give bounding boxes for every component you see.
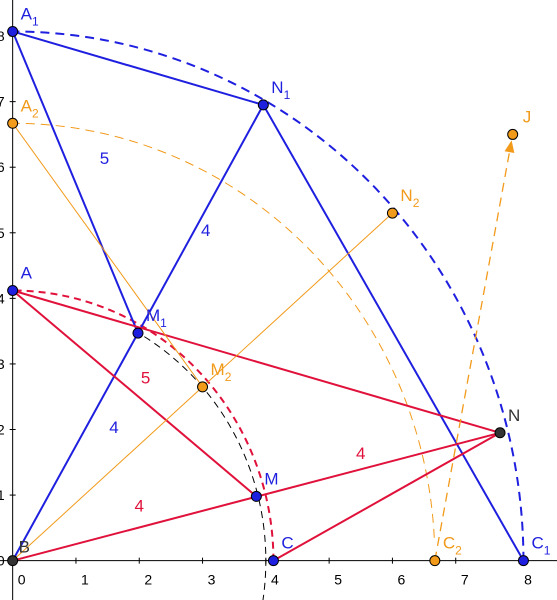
label-a: A	[21, 263, 33, 282]
segment-c-n	[272, 431, 501, 562]
label-name: M	[264, 469, 278, 488]
x-tick-label: 6	[398, 572, 406, 588]
label-m: M	[264, 469, 278, 488]
length-label: 4	[356, 444, 365, 463]
length-label: 4	[109, 418, 118, 437]
label-subscript: 2	[32, 106, 39, 120]
label-name: C	[531, 534, 543, 553]
x-tick-label: 0	[18, 572, 26, 588]
segment-a-m	[12, 289, 257, 498]
label-name: A	[21, 96, 33, 115]
label-c1: C1	[531, 534, 550, 558]
segment-a-n	[12, 289, 501, 434]
label-a2: A2	[21, 96, 39, 120]
x-tick-label: 2	[144, 572, 152, 588]
point-a2	[7, 117, 19, 129]
x-tick-label: 4	[271, 572, 279, 588]
label-j: J	[523, 107, 532, 126]
segment-a1-n1	[12, 30, 264, 106]
arc-grey	[138, 333, 267, 600]
segment-m1-n1	[137, 104, 265, 334]
label-m1: M1	[146, 306, 167, 330]
label-b: B	[19, 538, 30, 557]
label-name: J	[523, 107, 532, 126]
length-label: 5	[100, 149, 109, 168]
rotation-arrow	[434, 140, 515, 561]
y-tick-label: 6	[0, 159, 5, 175]
arrow-shaft	[434, 148, 511, 561]
label-n1: N1	[271, 78, 290, 102]
point-b	[7, 555, 19, 567]
label-subscript: 1	[544, 544, 551, 558]
arrow-head	[504, 140, 515, 154]
label-name: C	[443, 534, 455, 553]
x-tick-label: 7	[461, 572, 469, 588]
label-m2: M2	[211, 360, 232, 384]
point-m	[250, 490, 262, 502]
y-tick-label: 1	[0, 487, 5, 503]
label-subscript: 2	[413, 196, 420, 210]
origin-label: 0	[0, 553, 5, 569]
x-tick-label: 8	[524, 572, 532, 588]
label-subscript: 2	[225, 370, 232, 384]
point-c2	[429, 555, 441, 567]
label-subscript: 1	[32, 14, 39, 28]
segment-a2-m2	[12, 122, 203, 388]
label-name: A	[21, 263, 33, 282]
point-n2	[386, 207, 398, 219]
x-tick-label: 5	[334, 572, 342, 588]
label-subscript: 1	[160, 316, 167, 330]
y-tick-label: 7	[0, 94, 5, 110]
point-n	[494, 427, 506, 439]
label-c2: C2	[443, 534, 462, 558]
label-name: N	[271, 78, 283, 97]
segment-a1-m1	[11, 31, 139, 334]
arc-orange	[12, 122, 435, 538]
points	[7, 25, 529, 567]
construction-arcs	[12, 30, 525, 600]
y-tick-label: 4	[0, 290, 5, 306]
label-name: M	[146, 306, 160, 325]
segment-b-m1	[11, 332, 139, 562]
length-label: 4	[201, 221, 210, 240]
point-j	[507, 128, 519, 140]
point-a1	[7, 25, 19, 37]
point-c1	[517, 555, 529, 567]
arc-blue	[12, 30, 525, 561]
label-name: M	[211, 360, 225, 379]
arc-red	[12, 289, 275, 561]
point-m2	[197, 381, 209, 393]
y-tick-label: 8	[0, 28, 5, 44]
label-name: A	[21, 4, 33, 23]
segment-n1-c1	[262, 104, 525, 562]
label-n: N	[508, 406, 520, 425]
y-tick-label: 2	[0, 422, 5, 438]
label-name: N	[508, 406, 520, 425]
point-c	[267, 555, 279, 567]
point-a	[7, 284, 19, 296]
label-subscript: 1	[284, 88, 291, 102]
length-label: 4	[135, 496, 144, 515]
label-name: B	[19, 538, 30, 557]
length-labels: 5 4 4 5 4 4	[100, 149, 366, 516]
triangle-segments	[11, 30, 525, 562]
label-c: C	[281, 534, 293, 553]
point-n1	[257, 99, 269, 111]
label-name: C	[281, 534, 293, 553]
label-name: N	[400, 186, 412, 205]
x-tick-label: 1	[81, 572, 89, 588]
y-tick-label: 3	[0, 356, 5, 372]
label-a1: A1	[21, 4, 39, 28]
x-tick-label: 3	[208, 572, 216, 588]
length-label: 5	[141, 369, 150, 388]
label-subscript: 2	[455, 544, 462, 558]
point-m1	[132, 327, 144, 339]
y-tick-label: 5	[0, 225, 5, 241]
label-n2: N2	[400, 186, 419, 210]
